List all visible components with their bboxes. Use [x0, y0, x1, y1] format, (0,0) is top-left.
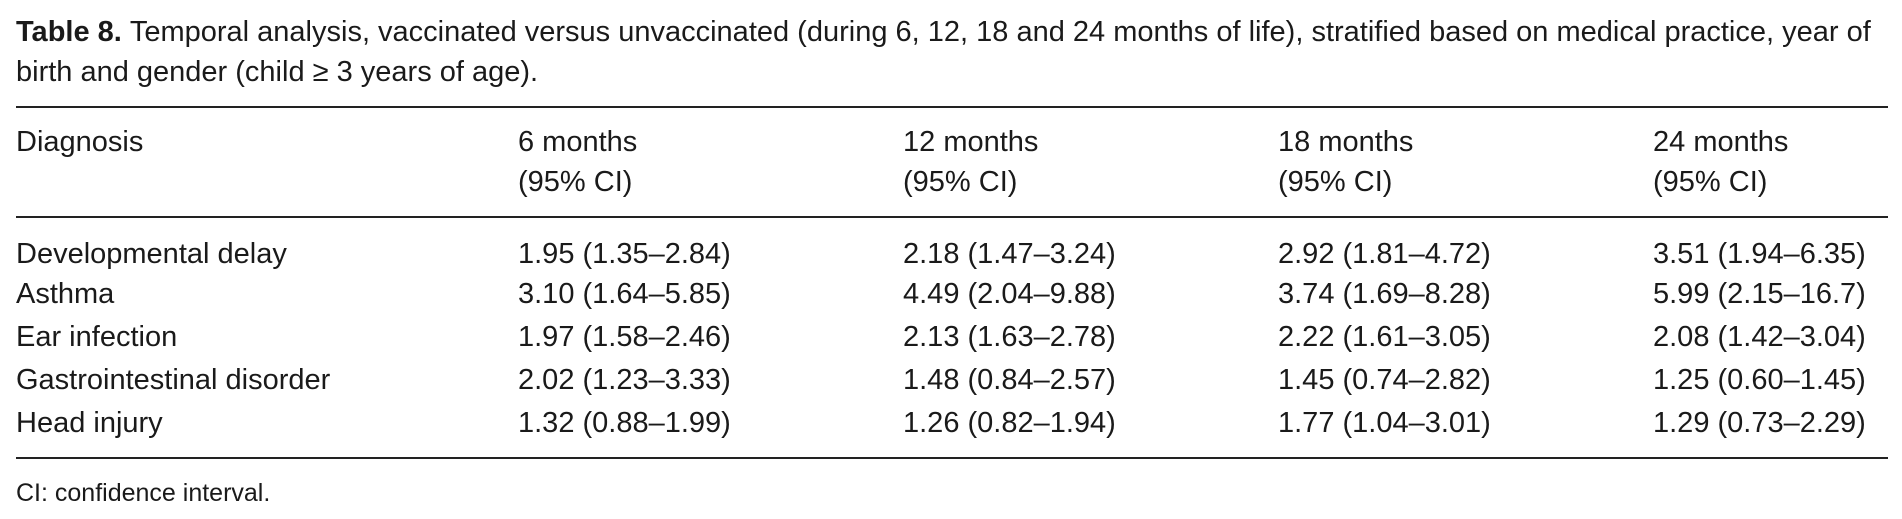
- row-diagnosis: Asthma: [16, 278, 115, 310]
- header-row: Diagnosis 6 months (95% CI) 12 months (9…: [16, 108, 1888, 217]
- table-caption-text: Temporal analysis, vaccinated versus unv…: [16, 16, 1871, 88]
- cell-12-months: 2.13 (1.63–2.78): [903, 321, 1116, 353]
- table-row: Gastrointestinal disorder 2.02 (1.23–3.3…: [16, 360, 1888, 403]
- cell-12-months: 2.18 (1.47–3.24): [903, 238, 1116, 270]
- cell-6-months: 1.97 (1.58–2.46): [518, 321, 731, 353]
- row-diagnosis: Ear infection: [16, 321, 178, 353]
- row-diagnosis: Developmental delay: [16, 238, 287, 270]
- cell-6-months: 1.32 (0.88–1.99): [518, 407, 731, 439]
- cell-6-months: 2.02 (1.23–3.33): [518, 364, 731, 396]
- header-12-months: 12 months (95% CI): [903, 126, 1039, 198]
- row-diagnosis: Gastrointestinal disorder: [16, 364, 331, 396]
- cell-6-months: 1.95 (1.35–2.84): [518, 238, 731, 270]
- cell-6-months: 3.10 (1.64–5.85): [518, 278, 731, 310]
- row-diagnosis: Head injury: [16, 407, 163, 439]
- table-row: Head injury 1.32 (0.88–1.99) 1.26 (0.82–…: [16, 403, 1888, 458]
- table-row: Developmental delay 1.95 (1.35–2.84) 2.1…: [16, 217, 1888, 274]
- cell-12-months: 4.49 (2.04–9.88): [903, 278, 1116, 310]
- table-row: Ear infection 1.97 (1.58–2.46) 2.13 (1.6…: [16, 317, 1888, 360]
- table-figure: Table 8. Temporal analysis, vaccinated ve…: [16, 12, 1888, 508]
- cell-24-months: 1.25 (0.60–1.45): [1653, 364, 1866, 396]
- header-diagnosis: Diagnosis: [16, 126, 144, 158]
- header-24-months: 24 months (95% CI): [1653, 126, 1789, 198]
- table-row: Asthma 3.10 (1.64–5.85) 4.49 (2.04–9.88)…: [16, 274, 1888, 317]
- table-footnote: CI: confidence interval.: [16, 479, 271, 507]
- cell-24-months: 3.51 (1.94–6.35): [1653, 238, 1866, 270]
- cell-12-months: 1.48 (0.84–2.57): [903, 364, 1116, 396]
- cell-18-months: 3.74 (1.69–8.28): [1278, 278, 1491, 310]
- cell-24-months: 2.08 (1.42–3.04): [1653, 321, 1866, 353]
- top-rule: [16, 106, 1888, 108]
- cell-18-months: 2.22 (1.61–3.05): [1278, 321, 1491, 353]
- cell-18-months: 1.45 (0.74–2.82): [1278, 364, 1491, 396]
- header-6-months: 6 months (95% CI): [518, 126, 638, 198]
- table-caption: Table 8. Temporal analysis, vaccinated ve…: [16, 12, 1888, 92]
- table-caption-label: Table 8.: [16, 16, 122, 48]
- cell-24-months: 5.99 (2.15–16.7): [1653, 278, 1866, 310]
- results-table: Diagnosis 6 months (95% CI) 12 months (9…: [16, 108, 1888, 459]
- header-18-months: 18 months (95% CI): [1278, 126, 1414, 198]
- cell-12-months: 1.26 (0.82–1.94): [903, 407, 1116, 439]
- cell-24-months: 1.29 (0.73–2.29): [1653, 407, 1866, 439]
- cell-18-months: 1.77 (1.04–3.01): [1278, 407, 1491, 439]
- cell-18-months: 2.92 (1.81–4.72): [1278, 238, 1491, 270]
